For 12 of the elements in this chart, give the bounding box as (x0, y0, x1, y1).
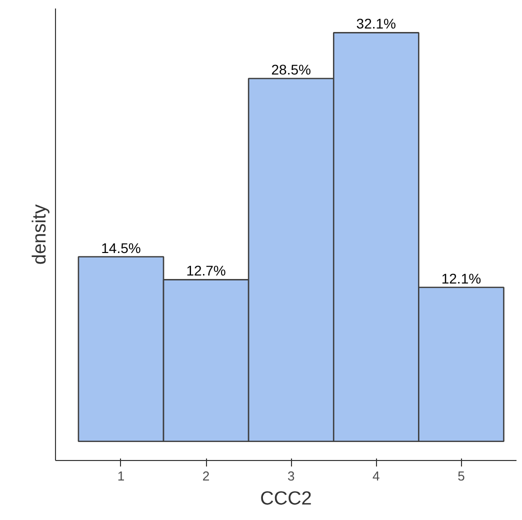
x-tick-label: 3 (287, 468, 295, 484)
data-label: 12.7% (186, 262, 226, 279)
data-label: 28.5% (271, 62, 311, 78)
data-label: 12.1% (441, 270, 482, 286)
x-tick-label: 1 (117, 468, 125, 484)
data-label: 32.1% (356, 16, 396, 32)
data-label: 14.5% (101, 240, 141, 256)
x-tick-label: 5 (458, 468, 465, 484)
x-tick-label: 2 (202, 468, 210, 484)
y-axis-title: density (30, 204, 50, 265)
x-axis-title: CCC2 (260, 488, 312, 510)
x-tick-label: 4 (372, 468, 380, 484)
